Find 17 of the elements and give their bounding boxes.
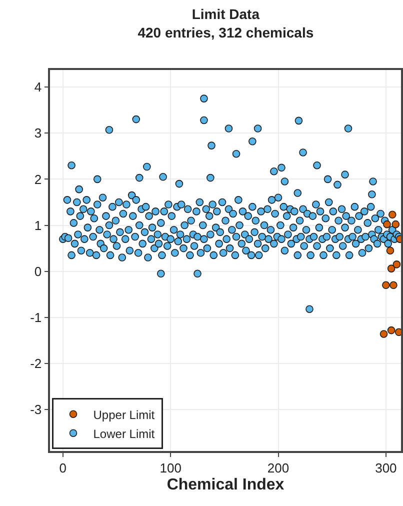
y-tick-label: 3 [34, 126, 42, 141]
x-tick-label: 0 [59, 460, 67, 476]
chart-title: Limit Data [192, 6, 260, 22]
x-tick-label: 200 [267, 460, 290, 476]
x-tick-label: 300 [375, 460, 397, 476]
chart-subtitle: 420 entries, 312 chemicals [138, 24, 314, 40]
y-tick-label: 2 [34, 172, 42, 187]
x-axis-title: Chemical Index [166, 476, 284, 494]
y-tick-label: 1 [34, 218, 42, 233]
y-tick-label: 4 [34, 80, 42, 95]
legend-label: Lower Limit [93, 426, 156, 441]
legend-label: Upper Limit [93, 408, 156, 422]
y-tick-label: 0 [34, 264, 42, 279]
y-tick-label: -2 [30, 356, 42, 372]
y-tick-label: -1 [30, 310, 42, 325]
y-tick-label: -3 [30, 402, 42, 418]
x-tick-label: 100 [160, 460, 182, 476]
